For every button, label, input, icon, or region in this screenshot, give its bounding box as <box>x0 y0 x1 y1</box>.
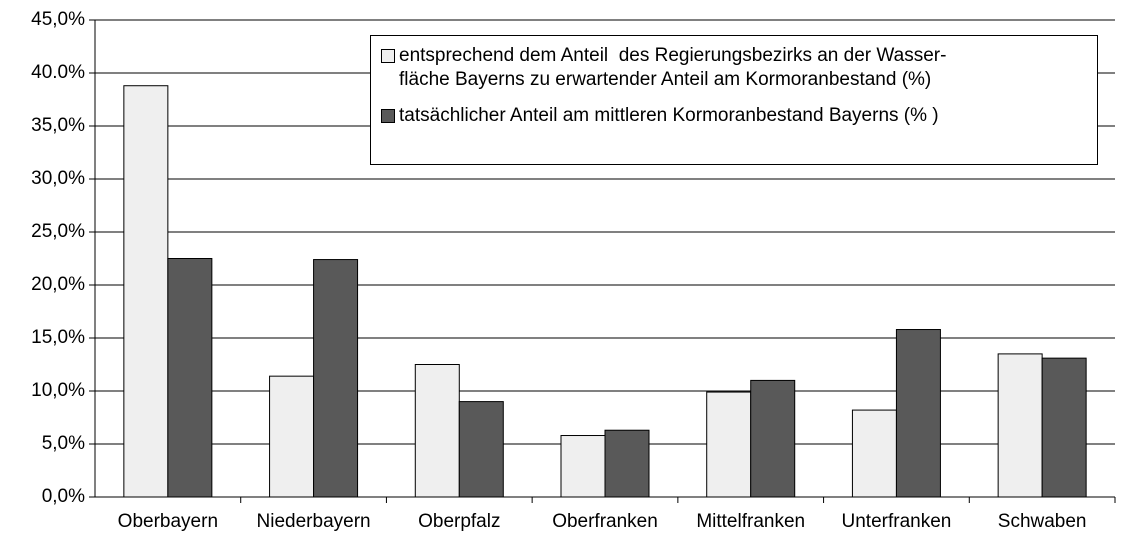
bar <box>604 429 650 498</box>
bar <box>167 258 213 498</box>
y-tick-label: 20,0% <box>31 274 85 295</box>
x-tick-label: Oberbayern <box>118 511 218 532</box>
bar <box>458 401 504 498</box>
x-tick-label: Oberfranken <box>552 511 658 532</box>
x-tick-label: Schwaben <box>998 511 1087 532</box>
bar <box>560 435 606 498</box>
bar <box>313 259 359 498</box>
bar <box>414 364 460 498</box>
legend: entsprechend dem Anteil des Regierungsbe… <box>370 35 1098 165</box>
bar <box>123 85 169 498</box>
bar <box>269 375 315 498</box>
y-tick-label: 40.0% <box>31 62 85 83</box>
x-tick-label: Oberpfalz <box>418 511 500 532</box>
x-tick-label: Unterfranken <box>842 511 952 532</box>
bar <box>997 353 1043 498</box>
bar <box>851 409 897 498</box>
bar <box>895 329 941 498</box>
y-tick-label: 25,0% <box>31 221 85 242</box>
y-tick-label: 35,0% <box>31 115 85 136</box>
legend-label: entsprechend dem Anteil des Regierungsbe… <box>399 45 947 90</box>
bar <box>750 379 796 498</box>
y-tick-label: 10,0% <box>31 380 85 401</box>
y-tick-label: 30,0% <box>31 168 85 189</box>
legend-entry: tatsächlicher Anteil am mittleren Kormor… <box>381 104 1087 128</box>
y-tick-label: 15,0% <box>31 327 85 348</box>
x-tick-label: Mittelfranken <box>696 511 805 532</box>
legend-swatch <box>381 49 395 63</box>
legend-swatch <box>381 109 395 123</box>
bar <box>706 391 752 498</box>
y-tick-label: 0,0% <box>42 486 85 507</box>
bar <box>1041 357 1087 498</box>
legend-entry: entsprechend dem Anteil des Regierungsbe… <box>381 44 1087 92</box>
y-tick-label: 5,0% <box>42 433 85 454</box>
y-tick-label: 45,0% <box>31 9 85 30</box>
x-tick-label: Niederbayern <box>257 511 371 532</box>
legend-label: tatsächlicher Anteil am mittleren Kormor… <box>399 105 939 126</box>
